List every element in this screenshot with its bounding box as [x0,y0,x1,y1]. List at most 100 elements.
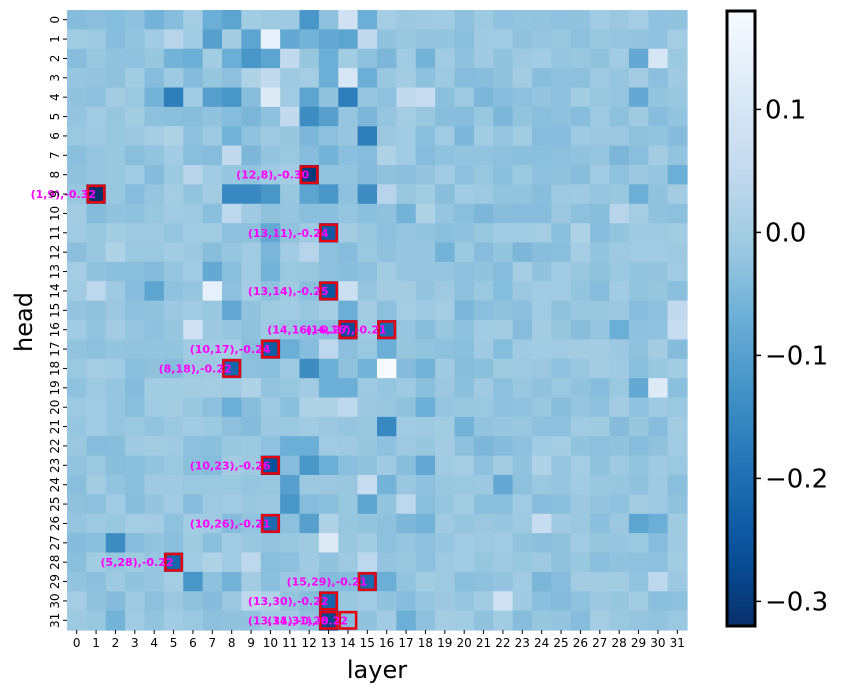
heatmap-cell [144,281,165,302]
heatmap-cell [570,165,591,185]
heatmap-cell [435,320,456,340]
heatmap-cell [415,552,436,573]
heatmap-cell [357,571,378,592]
heatmap-cell [667,378,688,399]
heatmap-cell [241,145,262,166]
heatmap-cell [125,184,146,205]
heatmap-cell [357,223,378,244]
heatmap-cell [532,106,552,127]
heatmap-cell [202,29,223,50]
heatmap-cell [435,87,456,108]
heatmap-cell [512,533,533,554]
heatmap-cell [202,242,223,263]
heatmap-cell [415,591,436,612]
heatmap-cell [338,416,359,437]
heatmap-cell [299,29,320,50]
heatmap-cell [241,571,262,592]
heatmap-cell [202,320,223,340]
heatmap-cell [241,126,262,147]
heatmap-cell [648,106,669,127]
heatmap-cell [105,339,126,360]
heatmap-cell [280,358,301,379]
heatmap-cell [260,300,281,321]
y-tick-label: 25 [48,496,62,511]
heatmap-cell [415,184,436,205]
heatmap-cell [163,494,184,515]
heatmap-cell [125,320,146,340]
heatmap-cell [628,184,649,205]
heatmap-cell [222,261,242,282]
x-tick-label: 4 [150,636,158,650]
heatmap-cell [532,533,552,554]
annotation-box [299,165,319,185]
heatmap-cell [377,358,397,379]
heatmap-cell [590,87,611,108]
heatmap-cell [222,87,242,108]
heatmap-cell [377,68,397,89]
heatmap-cell [318,68,339,89]
heatmap-cell [318,610,339,631]
heatmap-cell [667,513,688,534]
heatmap-cell [222,48,242,69]
heatmap-cell [67,571,87,592]
heatmap-cell [357,242,378,263]
heatmap-cell [183,48,204,69]
heatmap-cell [86,397,107,418]
heatmap-cell [318,513,339,534]
heatmap-cell [532,416,552,437]
heatmap-cell [338,300,359,321]
heatmap-cell [144,397,165,418]
heatmap-cell [377,571,397,592]
heatmap-cell [609,126,630,147]
heatmap-cell [396,591,417,612]
heatmap-cell [67,378,87,399]
heatmap-cell [299,455,320,476]
heatmap-cell [318,378,339,399]
heatmap-cell [570,126,591,147]
heatmap-cell [222,126,242,147]
heatmap-cell [338,281,359,302]
heatmap-cell [493,320,514,340]
heatmap-cell [202,10,223,30]
heatmap-cell [67,145,87,166]
heatmap-cell [144,513,165,534]
heatmap-cell [609,106,630,127]
heatmap-cell [454,358,475,379]
heatmap-cell [609,571,630,592]
heatmap-cell [377,552,397,573]
heatmap-cell [590,261,611,282]
heatmap-cell [183,494,204,515]
heatmap-cell [163,10,184,30]
heatmap-cell [125,68,146,89]
heatmap-cell [396,610,417,631]
heatmap-cell [222,358,242,379]
heatmap-cell [454,455,475,476]
heatmap-cell [435,145,456,166]
heatmap-cell [357,165,378,185]
heatmap-cell [144,184,165,205]
heatmap-cell [86,29,107,50]
heatmap-cell [473,320,494,340]
y-tick-label: 0 [48,16,62,24]
heatmap-cell [241,68,262,89]
heatmap-cell [338,165,359,185]
heatmap-cell [299,165,320,185]
annotation-label: (10,17),-0.24 [190,343,271,356]
heatmap-cell [241,261,262,282]
heatmap-cell [454,203,475,224]
heatmap-cell [357,397,378,418]
heatmap-cell [512,261,533,282]
heatmap-cell [551,300,572,321]
heatmap-cell [183,378,204,399]
heatmap-cell [590,571,611,592]
heatmap-cell [338,242,359,263]
heatmap-cell [648,145,669,166]
heatmap-cell [512,591,533,612]
heatmap-cell [454,48,475,69]
heatmap-cell [318,281,339,302]
heatmap-cell [454,552,475,573]
heatmap-cell [377,242,397,263]
heatmap-cell [241,10,262,30]
heatmap-cell [493,455,514,476]
heatmap-cell [667,436,688,457]
